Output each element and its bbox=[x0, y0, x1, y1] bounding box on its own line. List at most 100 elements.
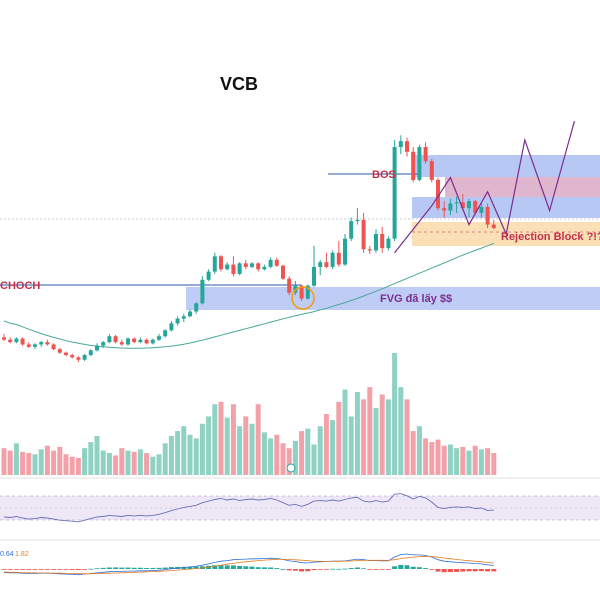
candle-body bbox=[479, 206, 484, 213]
candle-body bbox=[423, 147, 428, 162]
volume-bar bbox=[199, 423, 205, 475]
macd-histogram-bar bbox=[32, 569, 38, 570]
macd-histogram-bar bbox=[243, 566, 249, 569]
candle-body bbox=[380, 234, 385, 249]
volume-bar bbox=[491, 453, 497, 475]
candle-body bbox=[349, 221, 354, 239]
macd-legend-value-2: 1.82 bbox=[15, 551, 29, 558]
volume-bar bbox=[447, 444, 453, 475]
orange-circle-marker bbox=[291, 286, 315, 310]
volume-bar bbox=[243, 416, 249, 475]
volume-bar bbox=[106, 453, 112, 475]
macd-histogram-bar bbox=[69, 569, 75, 570]
candle-body bbox=[206, 271, 211, 280]
candle-body bbox=[163, 330, 168, 337]
projection-layer bbox=[394, 121, 575, 254]
volume-bar bbox=[472, 445, 478, 475]
candle-body bbox=[45, 342, 50, 345]
candle-body bbox=[330, 252, 335, 267]
candle-body bbox=[107, 336, 112, 343]
candle-body bbox=[8, 339, 13, 343]
volume-bar bbox=[317, 426, 323, 475]
macd-histogram-bar bbox=[218, 565, 224, 569]
volume-bar bbox=[348, 416, 354, 475]
volume-bar bbox=[342, 389, 348, 475]
macd-histogram-bar bbox=[230, 565, 236, 569]
volume-bar bbox=[113, 455, 119, 475]
volume-marker bbox=[286, 463, 296, 473]
macd-layer bbox=[1, 553, 497, 576]
candle-body bbox=[51, 344, 56, 350]
candle-body bbox=[225, 264, 230, 270]
candle-body bbox=[113, 336, 118, 343]
macd-histogram-bar bbox=[88, 568, 94, 570]
candle-body bbox=[181, 316, 186, 319]
macd-histogram-bar bbox=[82, 569, 88, 570]
volume-bar bbox=[168, 435, 174, 475]
rejection-label: Rejection Block ?!? bbox=[501, 231, 600, 243]
volume-bar bbox=[354, 392, 360, 475]
volume-bar bbox=[125, 450, 131, 475]
macd-histogram-bar bbox=[181, 566, 187, 569]
candle-body bbox=[70, 355, 75, 358]
rsi-panel bbox=[0, 493, 600, 523]
candle-body bbox=[392, 147, 397, 239]
macd-histogram-bar bbox=[286, 569, 292, 571]
candle-body bbox=[405, 141, 409, 152]
volume-bar bbox=[38, 449, 44, 475]
macd-histogram-bar bbox=[354, 567, 360, 569]
volume-bar bbox=[156, 454, 162, 475]
volume-bar bbox=[460, 446, 466, 475]
volume-bar bbox=[410, 431, 416, 475]
candle-body bbox=[144, 339, 149, 344]
macd-histogram-bar bbox=[212, 565, 218, 569]
volume-bar bbox=[280, 443, 286, 475]
macd-histogram-bar bbox=[162, 567, 168, 569]
macd-histogram-bar bbox=[299, 569, 305, 572]
macd-histogram-bar bbox=[367, 569, 373, 570]
candle-body bbox=[485, 206, 490, 225]
macd-histogram-bar bbox=[305, 569, 311, 572]
blue-zone-bottom bbox=[412, 197, 600, 218]
macd-histogram-bar bbox=[13, 569, 19, 570]
volume-bar bbox=[119, 448, 125, 475]
macd-histogram-bar bbox=[410, 566, 416, 569]
macd-histogram-bar bbox=[466, 569, 472, 572]
volume-bar bbox=[478, 449, 484, 475]
macd-histogram-bar bbox=[100, 567, 106, 569]
macd-histogram-bar bbox=[485, 569, 491, 572]
volume-bar bbox=[193, 438, 199, 475]
candle-body bbox=[491, 224, 496, 229]
volume-bar bbox=[392, 353, 398, 475]
volume-bar bbox=[404, 399, 410, 475]
macd-histogram-bar bbox=[237, 566, 243, 569]
macd-line bbox=[3, 553, 494, 576]
volume-bar bbox=[454, 448, 460, 475]
volume-bar bbox=[311, 444, 317, 475]
volume-bar bbox=[32, 454, 38, 475]
candle-body bbox=[119, 342, 124, 345]
candle-body bbox=[169, 323, 174, 331]
candle-body bbox=[467, 201, 471, 209]
candle-body bbox=[243, 263, 248, 267]
volume-bar bbox=[131, 451, 137, 475]
volume-bar bbox=[82, 448, 88, 475]
macd-histogram-bar bbox=[330, 568, 336, 570]
volume-bar bbox=[7, 450, 13, 475]
volume-bar bbox=[75, 457, 81, 475]
candle-body bbox=[336, 252, 341, 265]
chart-title: VCB bbox=[220, 74, 258, 94]
volume-bar bbox=[13, 443, 19, 475]
macd-histogram-bar bbox=[404, 565, 410, 569]
candle-body bbox=[318, 262, 323, 267]
macd-histogram-bar bbox=[317, 569, 323, 570]
macd-histogram-bar bbox=[336, 568, 342, 570]
candle-body bbox=[76, 357, 81, 360]
candle-body bbox=[2, 337, 6, 340]
volume-panel bbox=[1, 353, 497, 475]
main-panel: VCB CHOCH BOS FVG đã lấy $$ Rejection Bl… bbox=[0, 74, 600, 363]
volume-bar bbox=[268, 438, 274, 475]
candle-body bbox=[436, 179, 440, 209]
candle-body bbox=[355, 219, 360, 222]
